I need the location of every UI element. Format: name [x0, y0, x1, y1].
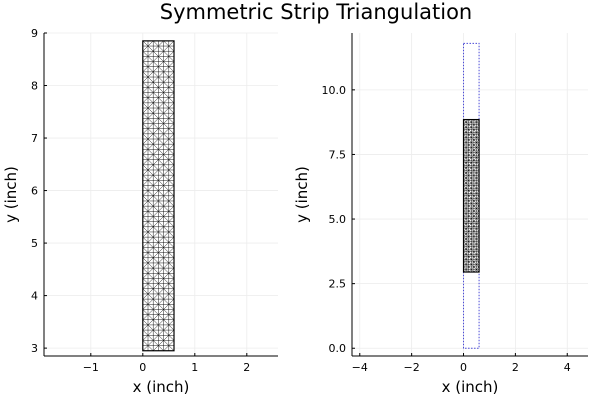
x-axis-label: x (inch) — [133, 378, 190, 396]
x-tick-label: 2 — [243, 361, 250, 374]
left-panel: −1 0 1 2 3 4 5 6 7 8 9 x (inch) y (inch) — [2, 27, 278, 396]
x-tick-label: −4 — [352, 361, 368, 374]
y-tick-label: 5.0 — [329, 213, 347, 226]
x-tick-label: 4 — [564, 361, 571, 374]
mesh-edges — [463, 119, 480, 273]
y-tick-label: 9 — [31, 27, 38, 40]
y-tick-label: 3 — [31, 342, 38, 355]
y-tick-label: 7.5 — [329, 148, 347, 161]
y-axis-label: y (inch) — [293, 166, 311, 223]
y-tick-label: 6 — [31, 185, 38, 198]
y-tick-label: 2.5 — [329, 278, 347, 291]
y-axis-label: y (inch) — [2, 166, 20, 223]
y-tick-label: 0.0 — [329, 342, 347, 355]
x-tick-label: 0 — [139, 361, 146, 374]
x-tick-label: 0 — [460, 361, 467, 374]
y-tick-label: 4 — [31, 290, 38, 303]
x-tick-label: 2 — [512, 361, 519, 374]
x-axis-label: x (inch) — [442, 378, 499, 396]
x-tick-label: −1 — [83, 361, 99, 374]
triangle-mesh — [462, 118, 480, 273]
triangle-mesh — [142, 40, 175, 352]
x-tick-label: 1 — [191, 361, 198, 374]
y-tick-label: 10.0 — [322, 84, 347, 97]
y-tick-label: 8 — [31, 80, 38, 93]
chart-title: Symmetric Strip Triangulation — [160, 0, 473, 24]
mesh-edges — [142, 40, 175, 351]
x-tick-label: −2 — [404, 361, 420, 374]
y-tick-label: 7 — [31, 132, 38, 145]
y-tick-label: 5 — [31, 237, 38, 250]
right-panel: −4 −2 0 2 4 0.0 2.5 5.0 7.5 10.0 x (inch) y (inch) — [293, 33, 588, 396]
